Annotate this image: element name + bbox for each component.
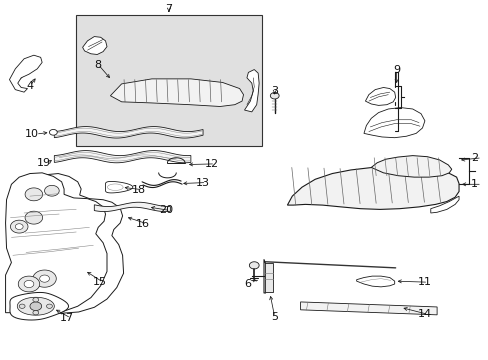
Polygon shape [110,79,243,107]
Polygon shape [363,108,424,138]
Text: 5: 5 [271,312,278,322]
Polygon shape [15,224,23,229]
Text: 11: 11 [417,277,431,287]
Polygon shape [430,196,458,213]
Polygon shape [24,280,34,288]
Polygon shape [356,276,394,287]
Bar [76,15,261,146]
Text: 20: 20 [159,206,173,216]
Polygon shape [244,69,259,112]
Polygon shape [25,211,42,224]
Polygon shape [270,93,279,99]
Polygon shape [17,297,54,315]
Polygon shape [30,302,41,311]
Polygon shape [287,166,458,210]
Polygon shape [9,55,42,92]
Polygon shape [20,174,123,314]
Polygon shape [365,87,395,105]
Polygon shape [40,275,49,282]
Polygon shape [49,130,57,135]
Polygon shape [10,220,28,233]
Polygon shape [249,262,259,269]
Polygon shape [25,188,42,201]
Polygon shape [10,292,68,320]
Polygon shape [33,298,39,302]
Text: 2: 2 [470,153,477,163]
Text: 10: 10 [25,129,39,139]
Polygon shape [300,302,436,315]
Text: 13: 13 [195,177,209,188]
Polygon shape [105,181,133,193]
Text: 6: 6 [244,279,251,289]
Text: 16: 16 [136,219,150,229]
Text: 4: 4 [26,81,34,91]
Polygon shape [370,156,451,177]
Text: 18: 18 [131,185,145,195]
Polygon shape [82,37,107,54]
Text: 14: 14 [417,310,431,319]
Polygon shape [33,311,39,315]
Polygon shape [18,276,40,292]
Polygon shape [19,304,25,309]
Polygon shape [94,202,170,212]
Polygon shape [54,150,190,163]
Text: 9: 9 [392,64,399,75]
Polygon shape [44,185,59,196]
Text: 1: 1 [470,179,477,189]
Polygon shape [54,127,203,138]
Polygon shape [265,263,272,292]
Polygon shape [46,304,52,309]
Text: 3: 3 [271,86,278,96]
Text: 8: 8 [95,59,102,69]
Text: 12: 12 [204,159,218,169]
Polygon shape [33,270,56,287]
Text: 19: 19 [37,158,51,168]
Text: 17: 17 [60,313,74,323]
Text: 7: 7 [165,4,172,14]
Polygon shape [5,173,107,314]
Text: 15: 15 [92,277,106,287]
